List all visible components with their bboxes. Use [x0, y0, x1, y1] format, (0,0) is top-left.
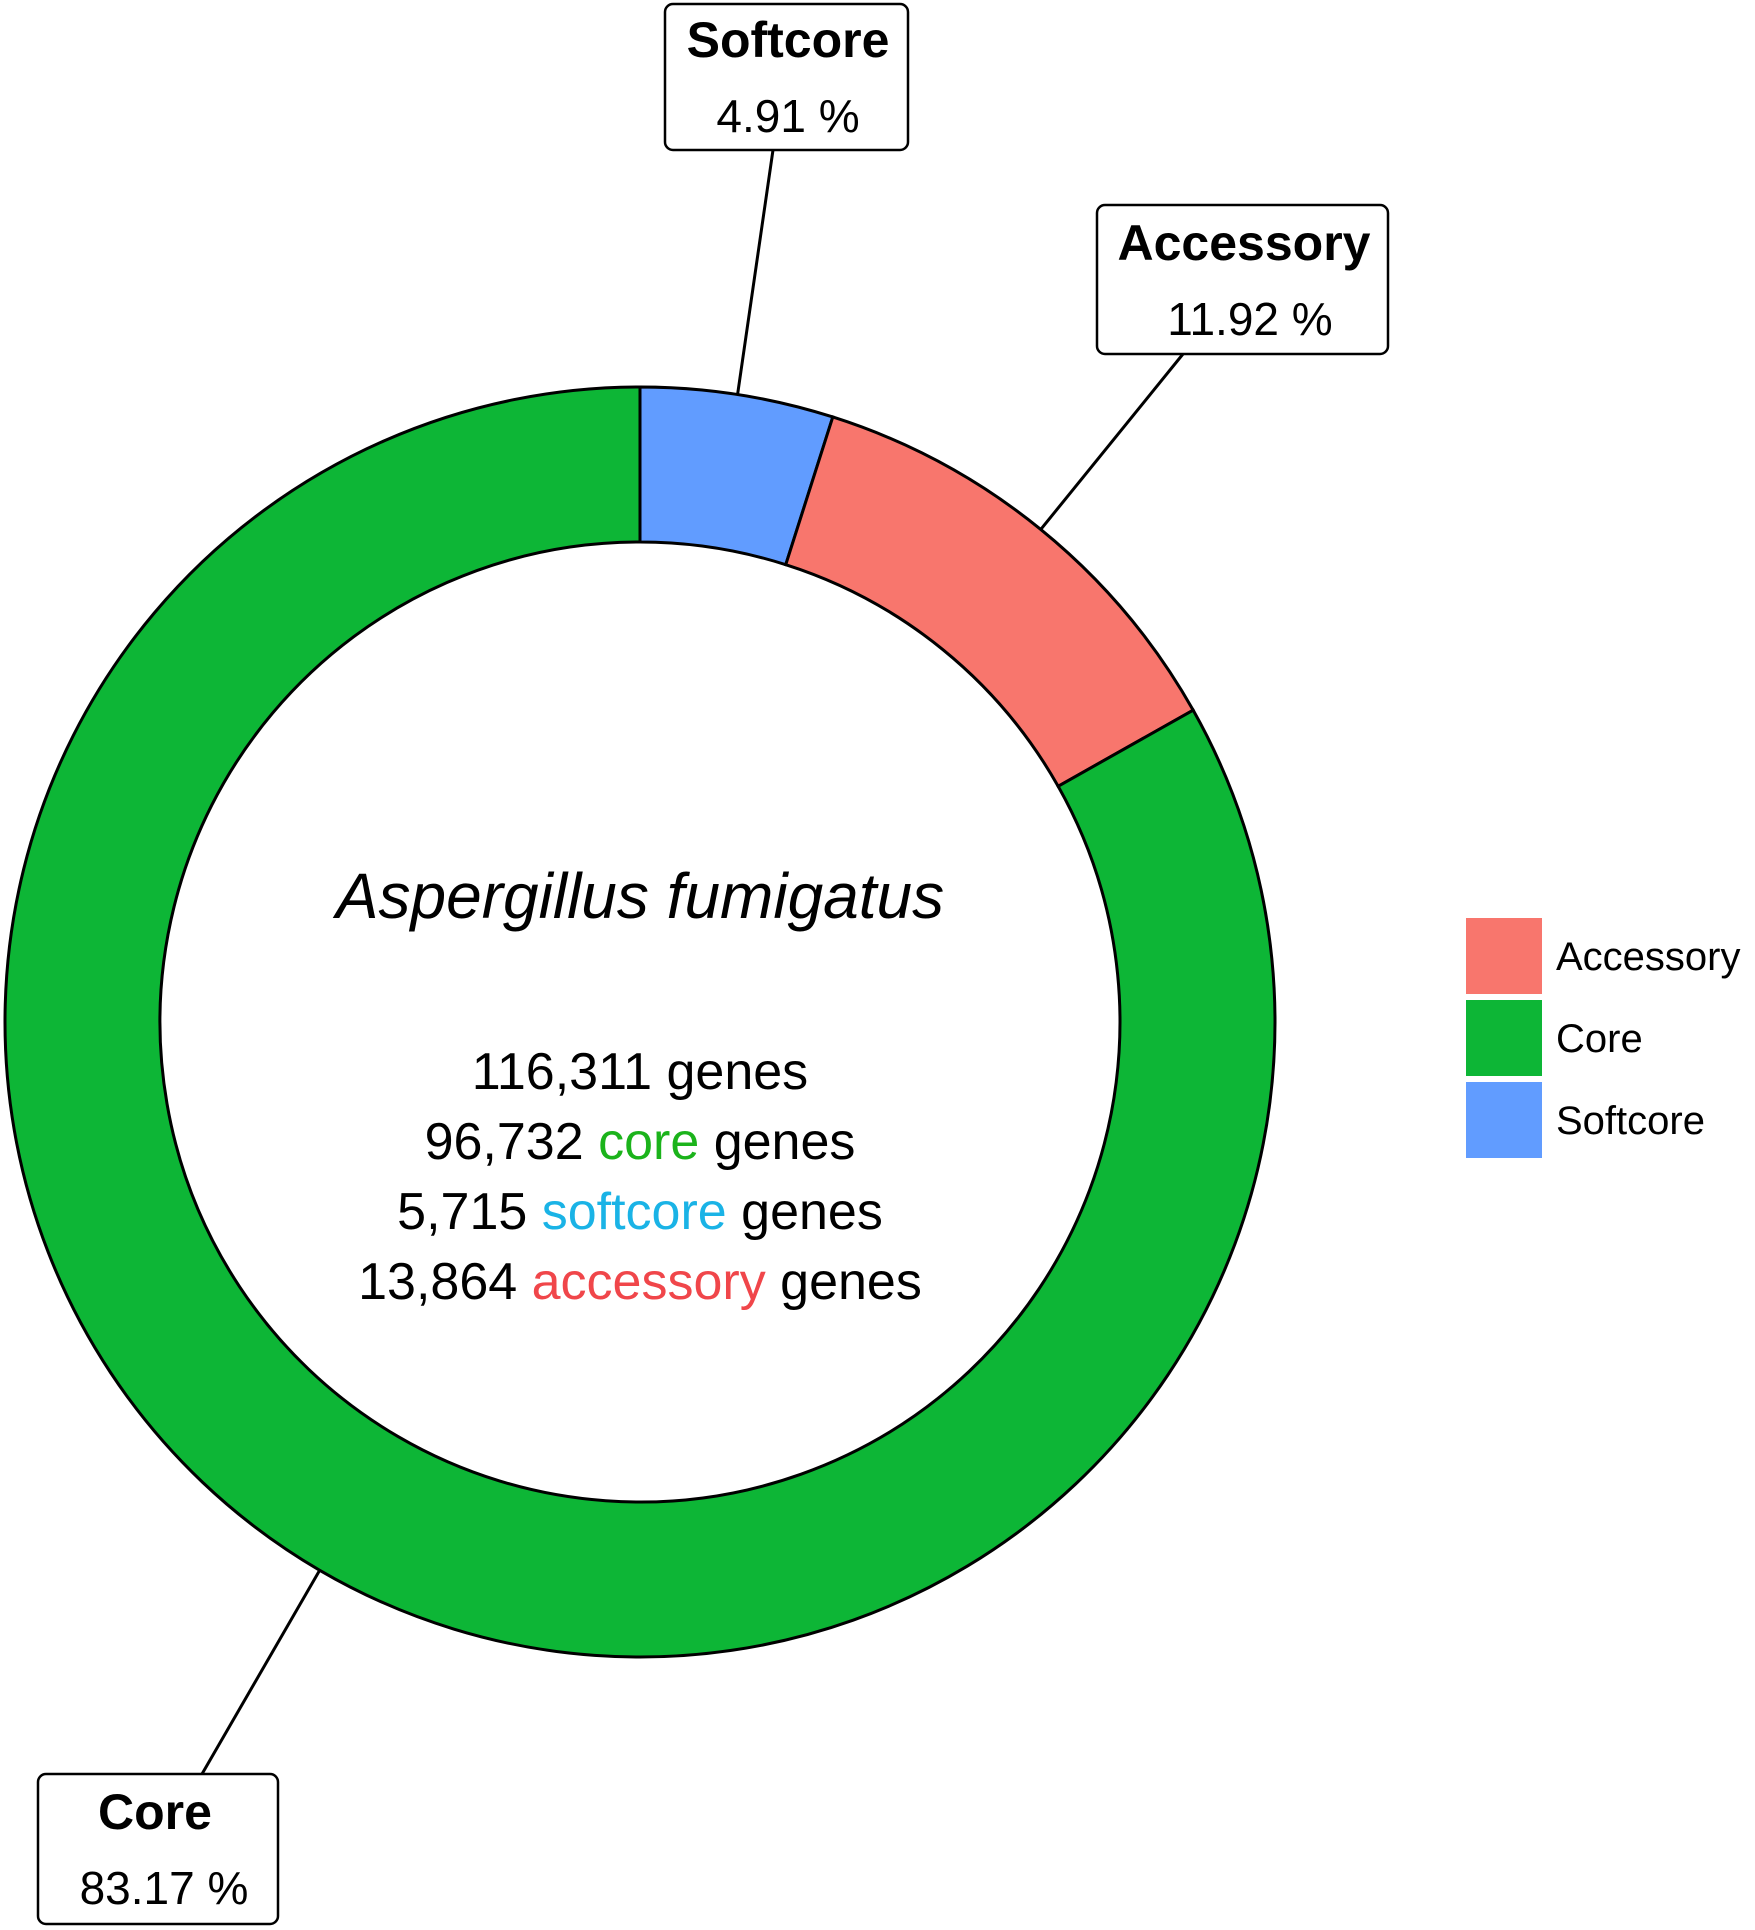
- leader-lines: [200, 149, 1185, 1775]
- leader-line-softcore: [736, 149, 775, 395]
- legend: Accessory Core Softcore: [1466, 918, 1741, 1158]
- legend-label-accessory: Accessory: [1556, 935, 1741, 979]
- gene-suffix: genes: [780, 1253, 922, 1311]
- callout-value-accessory: 11.92 %: [1167, 293, 1332, 345]
- leader-line-core: [200, 1569, 321, 1775]
- gene-suffix: genes: [741, 1183, 883, 1241]
- slice-callouts: Softcore 4.91 % Accessory 11.92 % Core 83.17 …: [36, 2, 1390, 1926]
- callout-box-core: [36, 1772, 280, 1926]
- gene-suffix: genes: [667, 1043, 809, 1101]
- gene-category: core: [598, 1113, 714, 1171]
- legend-swatch-accessory: [1466, 918, 1542, 994]
- callout-box-softcore: [663, 2, 910, 152]
- callout-box-accessory: [1095, 203, 1390, 356]
- center-annotation: Aspergillus fumigatus 116,311 genes96,73…: [332, 860, 944, 1311]
- center-line: 96,732 core genes: [425, 1113, 856, 1171]
- center-line: 13,864 accessory genes: [358, 1253, 922, 1311]
- gene-count: 13,864: [358, 1253, 532, 1311]
- leader-line-accessory: [1039, 353, 1185, 531]
- gene-category: accessory: [532, 1253, 781, 1311]
- gene-count: 96,732: [425, 1113, 599, 1171]
- legend-swatch-softcore: [1466, 1082, 1542, 1158]
- callout-title-core: Core: [98, 1784, 212, 1840]
- callout-title-accessory: Accessory: [1118, 215, 1371, 271]
- callout-value-softcore: 4.91 %: [716, 90, 859, 142]
- center-title: Aspergillus fumigatus: [332, 860, 944, 932]
- center-line: 5,715 softcore genes: [397, 1183, 883, 1241]
- callout-value-core: 83.17 %: [80, 1862, 249, 1914]
- slice-core: [3, 385, 1277, 1659]
- gene-category: softcore: [542, 1183, 741, 1241]
- gene-suffix: genes: [714, 1113, 856, 1171]
- gene-count: 116,311: [472, 1043, 667, 1101]
- callout-title-softcore: Softcore: [687, 12, 890, 68]
- donut-slices: [3, 385, 1277, 1659]
- legend-label-softcore: Softcore: [1556, 1099, 1705, 1143]
- slice-accessory: [783, 415, 1196, 789]
- legend-label-core: Core: [1556, 1017, 1643, 1061]
- center-line: 116,311 genes: [472, 1043, 808, 1101]
- gene-count: 5,715: [397, 1183, 542, 1241]
- legend-swatch-core: [1466, 1000, 1542, 1076]
